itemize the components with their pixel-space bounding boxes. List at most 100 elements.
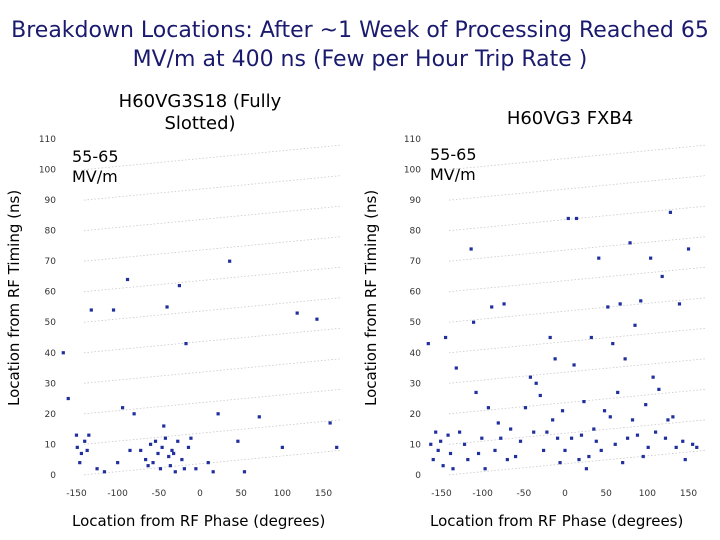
data-point	[572, 363, 576, 367]
grid-line	[448, 266, 706, 293]
slide-title: Breakdown Locations: After ~1 Week of Pr…	[0, 16, 720, 74]
grid-line	[448, 358, 706, 384]
data-point	[558, 461, 562, 465]
y-tick-label: 50	[410, 318, 422, 328]
annotation-right: 55-65 MV/m	[430, 145, 477, 185]
data-point	[621, 461, 625, 465]
grid-line	[83, 266, 341, 293]
data-point	[534, 381, 538, 385]
grid-line	[83, 419, 341, 445]
data-point	[579, 433, 584, 437]
annotation-right-line1: 55-65	[430, 145, 477, 164]
data-point	[553, 357, 557, 361]
data-point	[242, 470, 247, 474]
y-tick-label: 50	[45, 318, 57, 328]
data-point	[439, 439, 443, 443]
annotation-left-line1: 55-65	[72, 147, 119, 166]
data-point	[168, 464, 172, 468]
x-tick-label: -100	[107, 489, 128, 499]
data-point	[608, 415, 612, 419]
data-point	[532, 430, 536, 434]
grid-line	[83, 205, 341, 232]
data-point	[671, 415, 675, 419]
data-point	[446, 433, 450, 437]
grid-line	[448, 297, 706, 323]
x-tick-label: 50	[235, 489, 247, 499]
data-point	[589, 335, 593, 340]
data-point	[469, 247, 473, 251]
x-ticks-left: -150 -100 -50 0 50 100 150	[66, 489, 332, 499]
x-tick-label: -50	[516, 489, 531, 499]
data-point	[651, 375, 655, 379]
x-tick-label: 50	[600, 489, 612, 499]
grid-line	[448, 388, 706, 415]
data-point	[633, 323, 637, 327]
data-point	[429, 442, 433, 446]
data-point	[663, 436, 668, 440]
annotation-left: 55-65 MV/m	[72, 147, 119, 187]
data-point	[577, 457, 581, 462]
data-point	[66, 396, 70, 401]
data-point	[695, 445, 699, 449]
chart-title-left: H60VG3S18 (Fully Slotted)	[118, 91, 282, 134]
grid-line	[83, 358, 341, 384]
data-point	[451, 467, 455, 471]
data-point	[89, 308, 93, 312]
data-point	[599, 448, 603, 453]
data-point	[153, 439, 158, 443]
data-point	[180, 457, 184, 462]
y-ticks-left: 0 10 20 30 40 50 60 70 80 90 100 110	[39, 135, 56, 481]
x-tick-label: 0	[197, 489, 203, 499]
data-point	[128, 448, 132, 453]
data-point	[677, 302, 682, 306]
y-tick-label: 80	[45, 227, 57, 237]
data-point	[471, 320, 476, 324]
data-point	[480, 436, 484, 440]
grid-line	[448, 450, 706, 476]
annotation-right-line2: MV/m	[430, 165, 476, 184]
y-tick-label: 0	[50, 471, 56, 481]
y-tick-label: 60	[45, 288, 57, 298]
data-point	[545, 430, 549, 434]
data-point	[625, 436, 630, 440]
data-point	[83, 439, 87, 443]
grid-lines-left	[83, 144, 341, 476]
data-point	[216, 412, 220, 416]
data-point	[518, 439, 523, 443]
grid-line	[448, 175, 706, 201]
data-point	[681, 439, 685, 443]
data-point	[454, 366, 458, 370]
y-tick-label: 20	[410, 410, 422, 420]
data-point	[280, 445, 284, 449]
x-tick-label: -100	[472, 489, 493, 499]
data-point	[61, 351, 65, 355]
data-point	[120, 406, 125, 410]
data-point	[639, 299, 643, 303]
y-tick-label: 70	[45, 257, 57, 267]
grid-line	[448, 205, 706, 232]
x-tick-label: -150	[431, 489, 452, 499]
x-tick-label: -150	[66, 489, 87, 499]
data-point	[541, 448, 546, 453]
data-point	[194, 467, 198, 471]
y-tick-label: 40	[410, 349, 422, 359]
x-tick-label: 150	[680, 489, 697, 499]
data-point	[170, 448, 174, 453]
y-tick-label: 0	[415, 471, 421, 481]
y-tick-label: 80	[410, 227, 422, 237]
data-point	[597, 256, 601, 260]
y-tick-label: 110	[404, 135, 421, 145]
data-point	[649, 256, 653, 260]
data-point	[102, 470, 107, 474]
data-point	[574, 216, 579, 221]
data-point	[502, 302, 506, 306]
data-point	[466, 457, 470, 462]
grid-line	[448, 419, 706, 445]
data-point	[666, 418, 670, 422]
data-point	[551, 418, 555, 422]
data-point	[644, 403, 648, 407]
data-point	[490, 305, 494, 309]
data-point	[87, 433, 91, 437]
data-point	[635, 433, 640, 437]
data-point	[236, 439, 240, 443]
